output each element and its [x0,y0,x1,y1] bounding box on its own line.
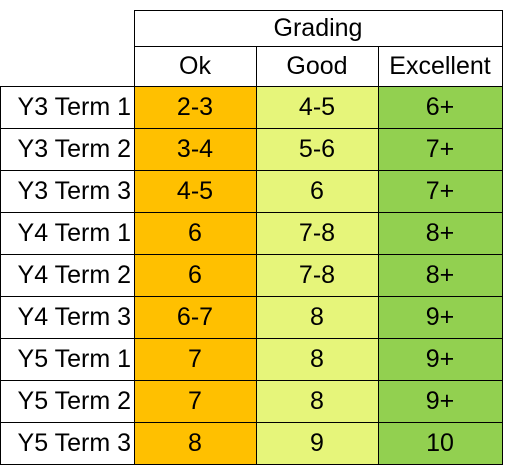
grade-cell: 8 [256,380,378,422]
grade-cell: 9+ [378,296,502,338]
grade-cell: 7 [134,380,256,422]
grid-line [0,86,1,465]
grid-line [0,422,503,423]
row-label: Y4 Term 2 [17,260,131,289]
grade-cell: 6 [256,170,378,212]
grade-cell: 9+ [378,338,502,380]
grade-cell: 6 [134,254,256,296]
grade-cell: 7+ [378,128,502,170]
grid-line [0,380,503,381]
grading-header: Grading [273,13,363,42]
grid-line [0,296,503,297]
grade-cell: 4-5 [256,86,378,128]
grade-cell: 9 [256,422,378,464]
row-label: Y3 Term 3 [17,176,131,205]
grid-line [134,46,503,47]
column-header-good: Good [286,51,348,80]
grade-cell: 2-3 [134,86,256,128]
grade-cell: 6+ [378,86,502,128]
grid-line [134,10,503,11]
row-label: Y5 Term 3 [17,428,131,457]
grade-cell: 4-5 [134,170,256,212]
grid-line [502,10,503,465]
grade-cell: 7 [134,338,256,380]
grade-cell: 3-4 [134,128,256,170]
row-label: Y3 Term 1 [17,92,131,121]
grid-line [0,212,503,213]
grade-cell: 8 [134,422,256,464]
grade-cell: 7+ [378,170,502,212]
row-label: Y4 Term 1 [17,218,131,247]
column-header-excellent: Excellent [389,51,491,80]
grade-cell: 8+ [378,212,502,254]
row-label: Y5 Term 2 [17,386,131,415]
column-header-ok: Ok [179,51,211,80]
grade-cell: 9+ [378,380,502,422]
grade-cell: 6 [134,212,256,254]
grid-line [0,86,503,87]
row-label: Y3 Term 2 [17,134,131,163]
row-label: Y5 Term 1 [17,344,131,373]
grade-cell: 8 [256,296,378,338]
grid-line [0,338,503,339]
grid-line [256,46,257,465]
grid-line [0,464,503,465]
grade-cell: 7-8 [256,212,378,254]
grade-cell: 5-6 [256,128,378,170]
grade-cell: 8+ [378,254,502,296]
grid-line [0,254,503,255]
grade-cell: 10 [378,422,502,464]
row-label: Y4 Term 3 [17,302,131,331]
grid-line [0,170,503,171]
grade-cell: 7-8 [256,254,378,296]
grid-line [0,128,503,129]
grid-line [378,46,379,465]
grade-cell: 6-7 [134,296,256,338]
grid-line [134,10,135,465]
grade-cell: 8 [256,338,378,380]
